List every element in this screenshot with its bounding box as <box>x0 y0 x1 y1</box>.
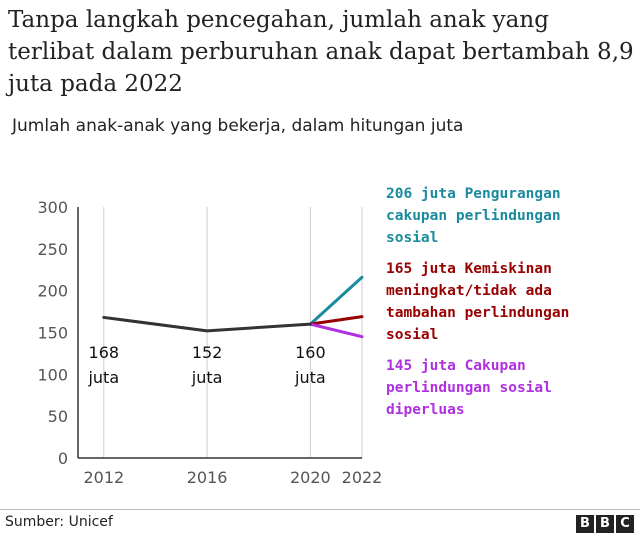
data-label-unit: juta <box>87 368 119 387</box>
chart-title: Tanpa langkah pencegahan, jumlah anak ya… <box>8 7 634 97</box>
annotation-line: tambahan perlindungan <box>386 305 570 321</box>
annotation-line: perlindungan sosial <box>386 380 552 396</box>
x-tick-label: 2012 <box>83 468 124 487</box>
annotation-line: cakupan perlindungan <box>386 208 561 224</box>
annotation-line: diperluas <box>386 402 465 418</box>
chart-subtitle: Jumlah anak-anak yang bekerja, dalam hit… <box>12 116 464 136</box>
data-label-unit: juta <box>294 368 326 387</box>
annotation-diperluas: 145 juta Cakupan perlindungan sosial dip… <box>386 355 636 421</box>
annotation-line: sosial <box>386 230 439 246</box>
data-label-value: 160 <box>295 343 326 362</box>
series-line-diperluas <box>308 322 364 339</box>
y-tick-label: 150 <box>37 324 68 343</box>
line-chart: 300 250 200 150 100 50 0 2012 2016 2020 2022 168 jut… <box>37 198 383 487</box>
bbc-logo: B B C <box>576 515 634 533</box>
annotation-line: 145 juta Cakupan <box>386 358 526 374</box>
annotation-line: 165 juta Kemiskinan <box>386 261 552 277</box>
x-tick-label: 2020 <box>290 468 331 487</box>
annotation-line: 206 juta Pengurangan <box>386 186 561 202</box>
footer-divider <box>0 509 640 510</box>
series-line-historical <box>102 315 312 333</box>
y-tick-label: 200 <box>37 282 68 301</box>
logo-letter: B <box>576 515 594 533</box>
logo-letter: C <box>616 515 634 533</box>
y-tick-label: 100 <box>37 365 68 384</box>
x-tick-label: 2016 <box>187 468 228 487</box>
y-tick-label: 300 <box>37 198 68 217</box>
x-tick-label: 2022 <box>342 468 383 487</box>
source-note: Sumber: Unicef <box>5 514 113 530</box>
y-tick-label: 0 <box>58 449 68 468</box>
series-line-kemiskinan <box>308 315 364 326</box>
annotation-line: sosial <box>386 327 439 343</box>
logo-letter: B <box>596 515 614 533</box>
y-tick-label: 250 <box>37 240 68 259</box>
annotation-line: meningkat/tidak ada <box>386 283 552 299</box>
data-label-unit: juta <box>191 368 223 387</box>
annotation-pengurangan: 206 juta Pengurangan cakupan perlindunga… <box>386 183 636 249</box>
y-tick-label: 50 <box>48 407 68 426</box>
data-label-value: 168 <box>89 343 120 362</box>
data-label-value: 152 <box>192 343 223 362</box>
series-line-pengurangan <box>308 275 364 326</box>
annotation-kemiskinan: 165 juta Kemiskinan meningkat/tidak ada … <box>386 258 636 346</box>
